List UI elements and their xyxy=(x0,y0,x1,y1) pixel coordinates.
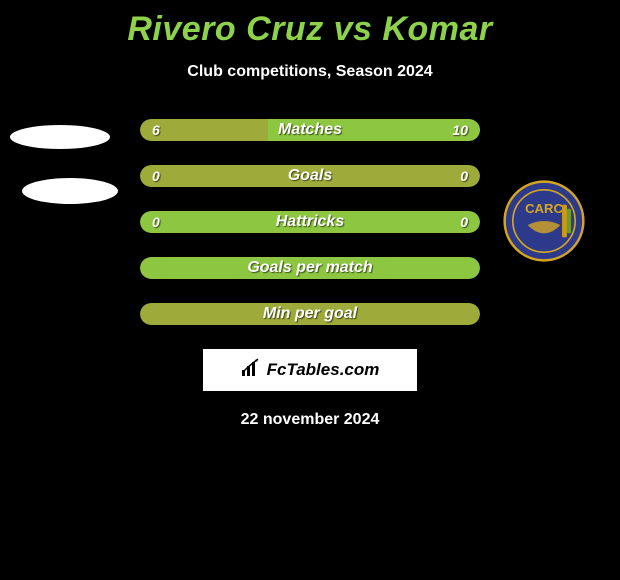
stat-bar: Goals0 0 xyxy=(140,165,480,187)
stat-bar: Matches6 10 xyxy=(140,119,480,141)
stat-bar: Min per goal xyxy=(140,303,480,325)
brand-chart-icon xyxy=(241,358,263,383)
bar-value-left: 0 xyxy=(152,168,160,184)
bar-value-left: 0 xyxy=(152,214,160,230)
page-title: Rivero Cruz vs Komar xyxy=(0,0,620,49)
bar-value-left: 6 xyxy=(152,122,160,138)
bar-value-right: 0 xyxy=(460,168,468,184)
brand-box: FcTables.com xyxy=(203,349,417,391)
bar-label: Hattricks xyxy=(140,213,480,231)
bar-label: Matches xyxy=(140,121,480,139)
stat-bar: Hattricks0 0 xyxy=(140,211,480,233)
bar-value-right: 10 xyxy=(452,122,468,138)
stats-bars: Matches610Goals00Hattricks00Goals per ma… xyxy=(0,119,620,325)
bar-label: Goals xyxy=(140,167,480,185)
stat-bar: Goals per match xyxy=(140,257,480,279)
bar-label: Goals per match xyxy=(140,259,480,277)
bar-value-right: 0 xyxy=(460,214,468,230)
bar-label: Min per goal xyxy=(140,305,480,323)
subtitle: Club competitions, Season 2024 xyxy=(0,63,620,81)
brand-text: FcTables.com xyxy=(267,360,380,380)
date-label: 22 november 2024 xyxy=(0,411,620,429)
